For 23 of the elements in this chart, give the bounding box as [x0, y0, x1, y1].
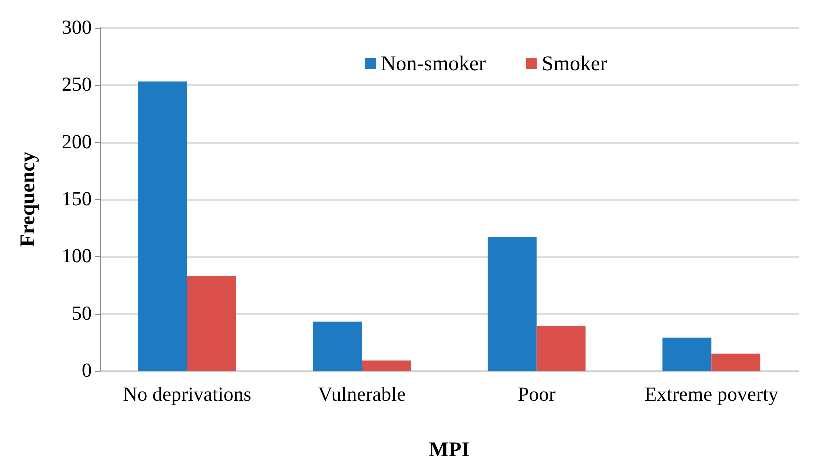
y-tick-label: 300 — [62, 17, 92, 39]
x-axis-title: MPI — [429, 438, 470, 462]
y-axis-title: Frequency — [16, 151, 40, 248]
bar — [712, 354, 761, 371]
x-tick-label: Vulnerable — [318, 384, 406, 406]
bar — [138, 82, 188, 371]
legend-label: Non-smoker — [381, 52, 486, 76]
bar — [488, 237, 537, 371]
x-tick-label: Extreme poverty — [644, 384, 779, 406]
y-tick-label: 0 — [82, 360, 92, 382]
bar — [362, 360, 412, 371]
y-tick-label: 150 — [62, 188, 92, 210]
x-tick-label: No deprivations — [123, 384, 252, 406]
bar — [662, 338, 712, 371]
bar — [536, 326, 586, 371]
x-tick-label: Poor — [518, 384, 556, 406]
y-tick-label: 250 — [62, 74, 92, 96]
legend-label: Smoker — [542, 52, 608, 76]
bar — [313, 322, 362, 371]
y-tick-label: 50 — [72, 302, 92, 325]
y-tick-label: 200 — [62, 131, 92, 154]
bar — [187, 276, 236, 371]
y-tick-label: 100 — [62, 246, 92, 268]
